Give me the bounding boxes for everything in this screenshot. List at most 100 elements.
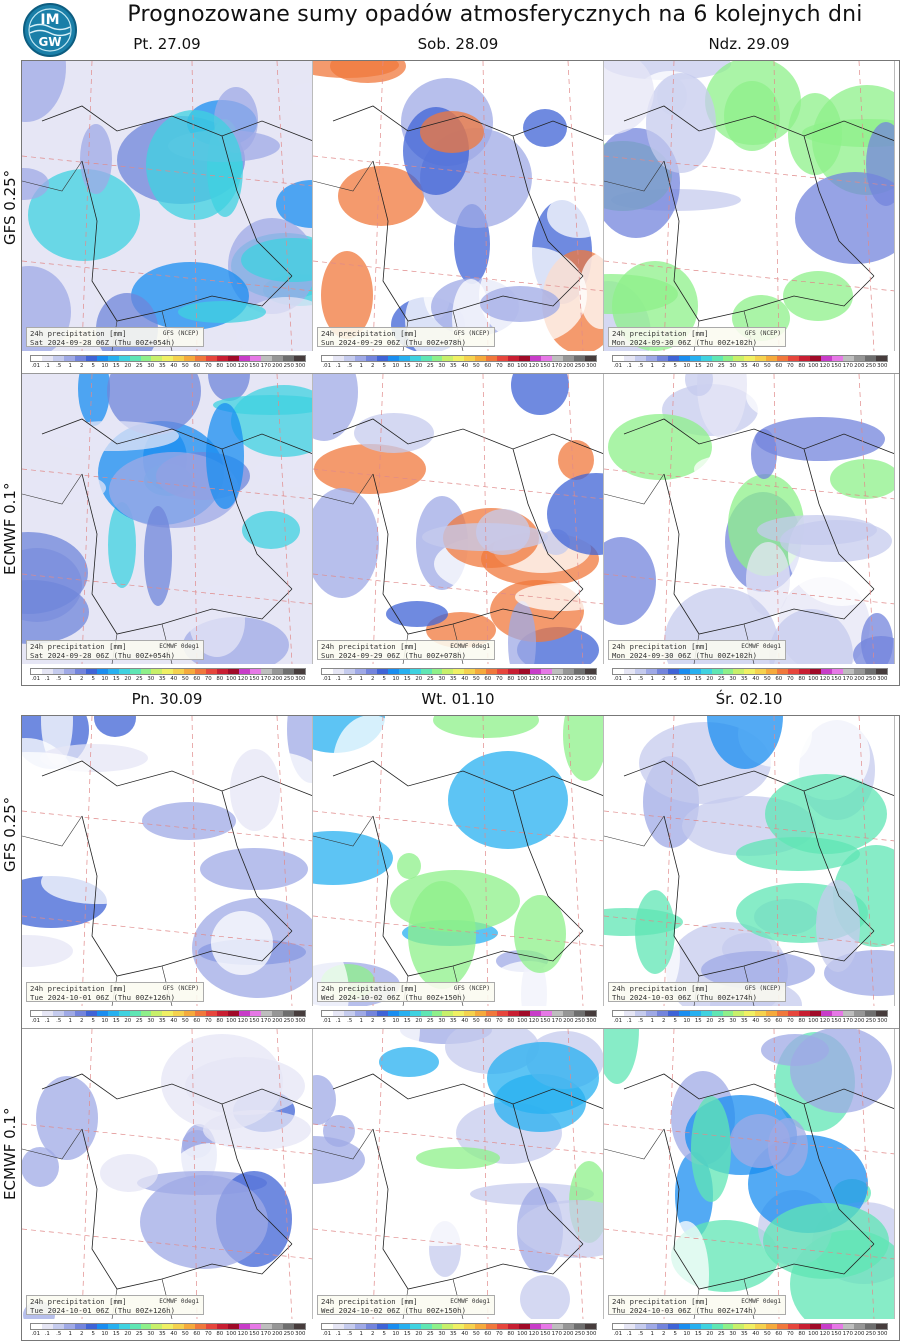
color-scale-swatch <box>420 1011 432 1016</box>
color-scale-tick-label: 10 <box>683 363 691 369</box>
color-scale-tick-label: 25 <box>426 363 434 369</box>
color-scale-swatch <box>365 1011 377 1016</box>
color-scale-swatch <box>623 356 635 361</box>
color-scale-swatch <box>623 1324 635 1329</box>
color-scale-bar <box>30 1010 306 1017</box>
color-scale-bar <box>612 1010 888 1017</box>
color-scale-swatch <box>788 669 800 674</box>
color-scale-swatch <box>744 1011 756 1016</box>
color-scale-swatch <box>376 669 388 674</box>
color-scale-swatch <box>711 1324 723 1329</box>
color-scale-swatch <box>777 356 789 361</box>
color-scale-tick-label: 120 <box>237 1331 248 1337</box>
color-scale-tick-label: 20 <box>124 1018 132 1024</box>
color-scale-swatch <box>332 669 344 674</box>
color-scale-tick-label: 60 <box>484 1018 492 1024</box>
color-scale-tick-label: 100 <box>808 363 819 369</box>
panel-caption: 24h precipitation [mm] GFS (NCEP) Sun 20… <box>317 327 495 347</box>
color-scale-tick-label: 1 <box>650 1018 654 1024</box>
color-scale-swatch <box>343 356 355 361</box>
color-scale-tick-label: 80 <box>507 363 515 369</box>
color-scale-tick-label: 150 <box>249 363 260 369</box>
color-scale-swatch <box>689 1011 701 1016</box>
color-scale-tick-label: 35 <box>449 1018 457 1024</box>
color-scale-swatch <box>821 356 833 361</box>
color-scale-swatch <box>541 356 553 361</box>
color-scale-tick-label: 300 <box>586 363 597 369</box>
color-scale-tick-label: 60 <box>193 1331 201 1337</box>
caption-source: ECMWF 0deg1 <box>159 1298 199 1305</box>
color-scale-tick-label: 250 <box>865 676 876 682</box>
color-scale-swatch <box>700 669 712 674</box>
color-scale-tick-label: 5 <box>382 1018 386 1024</box>
caption-valid-time: Thu 2024-10-03 06Z (Thu 00Z+174h) <box>612 993 757 1002</box>
color-scale-ticks: .01.1.5 1 2 5 10 15 20 25 30 35 40 50 60 70 80 100 120 15… <box>30 676 306 682</box>
logo-text-bottom: GW <box>38 35 61 49</box>
color-scale-tick-label: 120 <box>237 676 248 682</box>
color-scale-swatch <box>41 356 53 361</box>
color-scale-tick-label: 50 <box>472 363 480 369</box>
color-scale-swatch <box>552 1011 563 1016</box>
color-scale-swatch <box>634 356 646 361</box>
color-scale-swatch <box>744 356 756 361</box>
color-scale-tick-label: .1 <box>335 363 341 369</box>
color-scale-swatch <box>162 669 174 674</box>
color-scale-swatch <box>623 1011 635 1016</box>
color-scale-tick-label: 300 <box>295 1018 306 1024</box>
color-scale-swatch <box>453 669 465 674</box>
color-scale-tick-label: 1 <box>359 1331 363 1337</box>
color-scale-tick-label: 50 <box>181 363 189 369</box>
color-scale-tick-label: 50 <box>763 1331 771 1337</box>
color-scale-tick-label: .01 <box>322 1018 332 1024</box>
color-scale-tick-label: 70 <box>204 1018 212 1024</box>
color-scale-swatch <box>678 356 690 361</box>
color-scale-tick-label: 15 <box>112 363 120 369</box>
color-scale-swatch <box>453 1324 465 1329</box>
color-scale-swatch <box>63 356 75 361</box>
color-scale-tick-label: 10 <box>392 1331 400 1337</box>
color-scale-tick-label: .01 <box>322 1331 332 1337</box>
color-scale-swatch <box>744 1324 756 1329</box>
color-scale-tick-label: 170 <box>260 1018 271 1024</box>
color-scale-tick-label: 5 <box>673 363 677 369</box>
color-scale-tick-label: 10 <box>101 676 109 682</box>
color-scale-swatch <box>541 1324 553 1329</box>
color-scale-tick-label: 25 <box>426 1018 434 1024</box>
color-scale-swatch <box>151 356 163 361</box>
color-scale-swatch <box>755 669 767 674</box>
color-scale-tick-label: 150 <box>540 676 551 682</box>
color-scale-tick-label: 35 <box>158 363 166 369</box>
color-scale-tick-label: 170 <box>842 363 853 369</box>
color-scale-tick-label: 300 <box>586 676 597 682</box>
caption-valid-time: Sun 2024-09-29 06Z (Thu 00Z+078h) <box>321 338 466 347</box>
color-scale-tick-label: 120 <box>528 363 539 369</box>
color-scale-swatch <box>387 1011 399 1016</box>
color-scale-tick-label: 200 <box>563 1331 574 1337</box>
color-scale-swatch <box>140 1324 152 1329</box>
color-scale-swatch <box>613 356 624 361</box>
imgw-logo-icon: IM GW <box>23 3 77 57</box>
color-scale-tick-label: 80 <box>507 676 515 682</box>
day-label-3: Ndz. 29.09 <box>708 35 790 53</box>
color-scale-swatch <box>228 356 240 361</box>
color-scale-tick-label: 20 <box>415 1331 423 1337</box>
color-scale-swatch <box>623 669 635 674</box>
color-scale-tick-label: 35 <box>740 1331 748 1337</box>
color-scale-swatch <box>195 1011 207 1016</box>
caption-title: 24h precipitation [mm] <box>612 1297 709 1306</box>
color-scale-tick-label: 2 <box>80 1331 84 1337</box>
color-scale-tick-label: 40 <box>752 1018 760 1024</box>
color-scale-swatch <box>343 669 355 674</box>
color-scale-tick-label: .1 <box>44 676 50 682</box>
color-scale-tick-label: 250 <box>574 1018 585 1024</box>
color-scale-tick-label: 20 <box>124 363 132 369</box>
color-scale-tick-label: 25 <box>135 1331 143 1337</box>
precipitation-color-scale: .01.1.5 1 2 5 10 15 20 25 30 35 40 50 60 70 80 100 120 15… <box>604 1319 895 1341</box>
color-scale-swatch <box>409 1011 421 1016</box>
color-scale-swatch <box>541 1011 553 1016</box>
color-scale-tick-label: 5 <box>91 1331 95 1337</box>
color-scale-swatch <box>584 356 596 361</box>
color-scale-tick-label: .5 <box>638 1018 644 1024</box>
color-scale-swatch <box>184 1324 196 1329</box>
color-scale-swatch <box>486 356 498 361</box>
